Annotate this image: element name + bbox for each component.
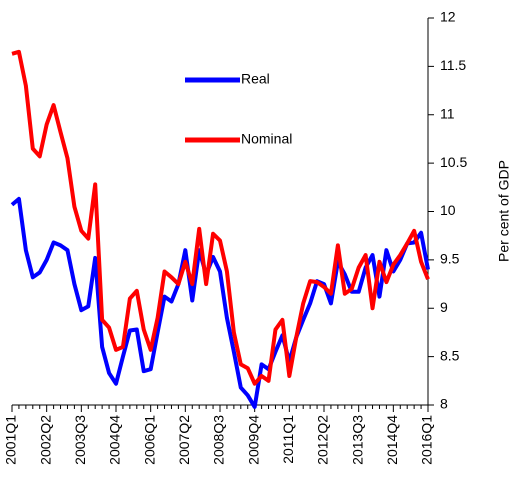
y-tick-label: 11.5 bbox=[440, 57, 466, 73]
x-tick-label: 2014Q4 bbox=[384, 415, 400, 465]
x-tick-label: 2008Q3 bbox=[211, 415, 227, 465]
y-tick-label: 8 bbox=[440, 396, 448, 412]
y-tick-label: 8.5 bbox=[440, 347, 460, 363]
x-tick-label: 2011Q1 bbox=[280, 415, 296, 464]
y-tick-label: 12 bbox=[440, 9, 456, 25]
x-tick-label: 2001Q1 bbox=[3, 415, 19, 465]
x-tick-label: 2004Q4 bbox=[107, 415, 123, 465]
x-tick-label: 2002Q2 bbox=[37, 415, 53, 465]
y-tick-label: 9 bbox=[440, 299, 448, 315]
x-tick-label: 2006Q1 bbox=[141, 415, 157, 465]
x-tick-label: 2016Q1 bbox=[419, 415, 435, 465]
y-tick-label: 9.5 bbox=[440, 251, 460, 267]
x-tick-label: 2013Q3 bbox=[349, 415, 365, 465]
legend-label: Real bbox=[241, 71, 270, 87]
legend-label: Nominal bbox=[241, 131, 292, 147]
x-tick-label: 2003Q3 bbox=[72, 415, 88, 465]
x-tick-label: 2012Q2 bbox=[315, 415, 331, 465]
y-axis-label: Per cent of GDP bbox=[496, 160, 512, 262]
y-tick-label: 11 bbox=[440, 105, 455, 121]
series-line bbox=[11, 49, 430, 386]
y-tick-label: 10 bbox=[440, 202, 456, 218]
x-tick-label: 2007Q2 bbox=[176, 415, 192, 465]
x-tick-label: 2009Q4 bbox=[245, 415, 261, 465]
series-line bbox=[10, 196, 430, 409]
y-tick-label: 10.5 bbox=[440, 154, 467, 170]
